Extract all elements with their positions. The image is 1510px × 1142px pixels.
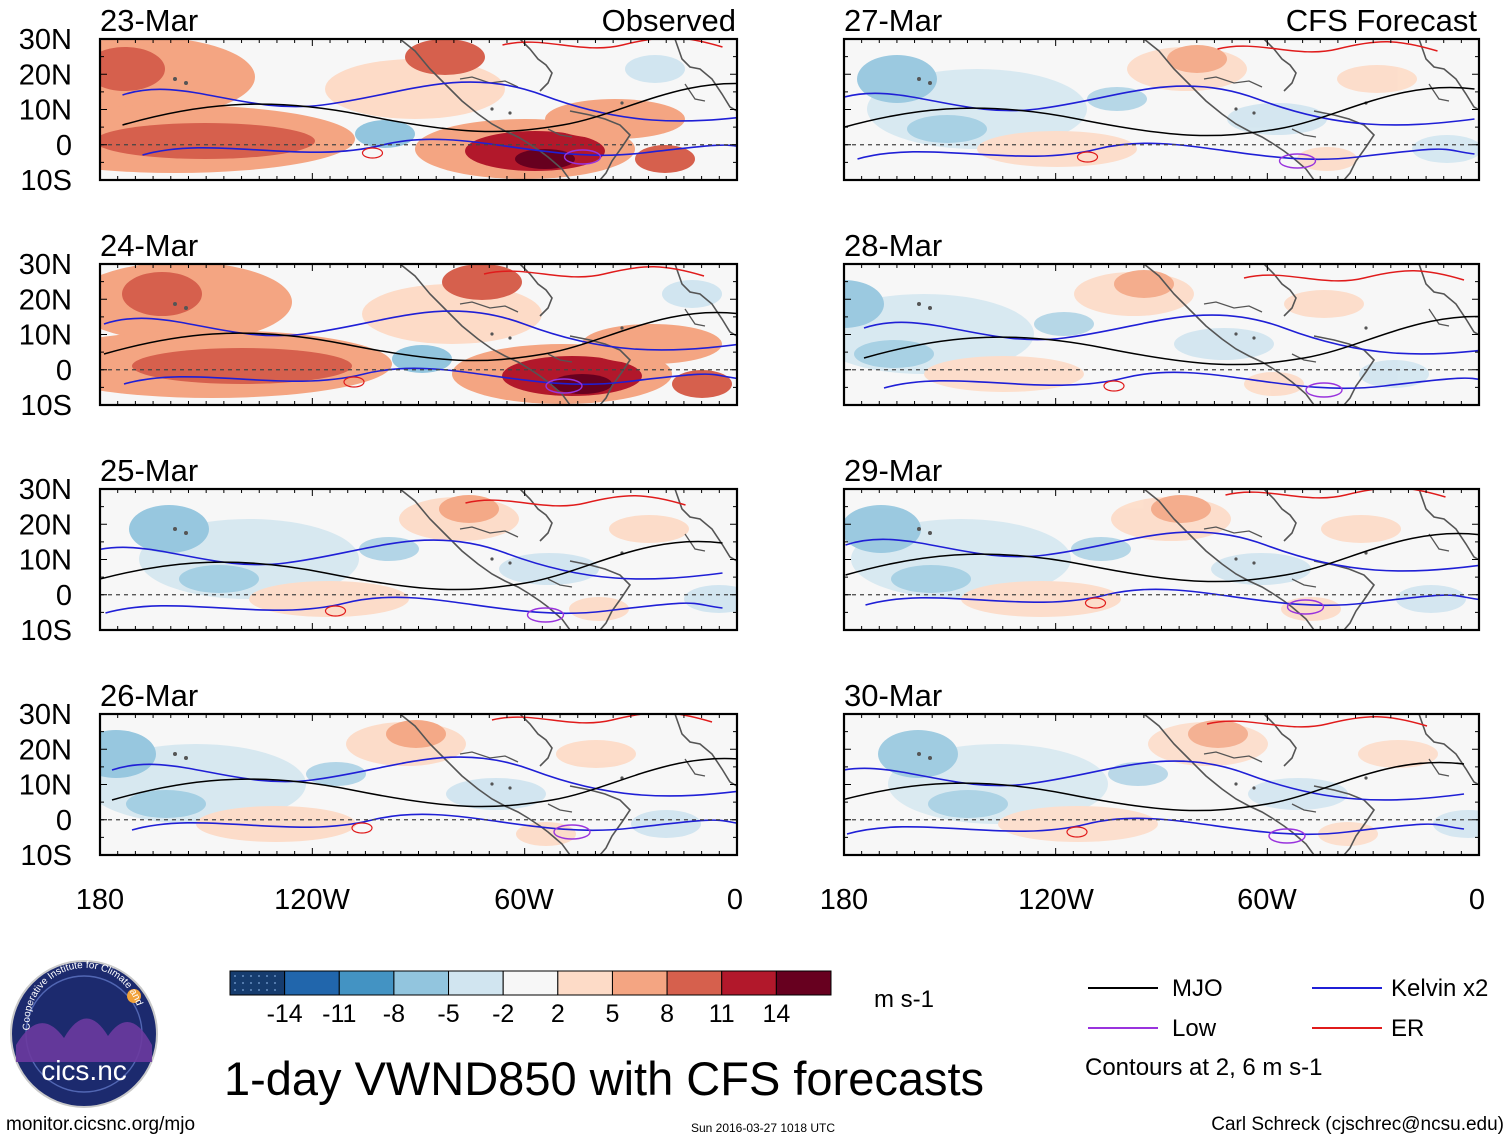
lat-label: 30N <box>19 474 72 506</box>
panel-date-label: 29-Mar <box>844 453 942 488</box>
longitude-labels-left: 180 120W 60W 0 <box>76 884 743 916</box>
colorbar-unit: m s-1 <box>874 986 934 1013</box>
left-column-label: Observed <box>602 3 736 38</box>
lon-label: 120W <box>274 884 350 916</box>
lon-label: 180 <box>76 884 124 916</box>
panel-date-label: 24-Mar <box>100 228 198 263</box>
colorbar-swatch <box>611 970 668 996</box>
panel-date-label: 30-Mar <box>844 678 942 713</box>
axis-ticks <box>99 263 738 406</box>
panel-date-label: 27-Mar <box>844 3 942 38</box>
colorbar-swatch <box>229 970 286 996</box>
colorbar-tick-label: 8 <box>660 1000 674 1028</box>
colorbar-swatch <box>338 970 395 996</box>
lon-label: 0 <box>727 884 743 916</box>
lat-label: 10S <box>20 165 72 197</box>
panel-date-label: 28-Mar <box>844 228 942 263</box>
latitude-labels: 30N20N10N010S30N20N10N010S30N20N10N010S3… <box>19 24 72 872</box>
colorbar-tick-label: -8 <box>383 1000 405 1028</box>
legend-mjo-label: MJO <box>1172 975 1223 1002</box>
longitude-labels-right: 180 120W 60W 0 <box>820 884 1485 916</box>
axis-ticks <box>99 38 738 181</box>
map-panel: 30-Mar <box>842 678 1481 857</box>
lat-label: 0 <box>56 580 72 612</box>
panel-date-label: 23-Mar <box>100 3 198 38</box>
lat-label: 10N <box>19 320 72 352</box>
colorbar-swatch <box>557 970 613 996</box>
lon-label: 60W <box>494 884 554 916</box>
colorbar-tick-label: -11 <box>322 1000 356 1028</box>
footer-website[interactable]: monitor.cicsnc.org/mjo <box>6 1114 195 1135</box>
map-panel: 24-Mar <box>98 228 739 407</box>
lat-label: 10N <box>19 95 72 127</box>
lat-label: 20N <box>19 59 72 91</box>
lat-label: 20N <box>19 284 72 316</box>
legend-er-label: ER <box>1391 1015 1424 1042</box>
axis-ticks <box>843 38 1480 181</box>
lat-label: 10S <box>20 615 72 647</box>
legend-low-label: Low <box>1172 1015 1217 1042</box>
axis-ticks <box>843 713 1480 856</box>
footer-timestamp: Sun 2016-03-27 1018 UTC <box>691 1121 835 1135</box>
lat-label: 10S <box>20 840 72 872</box>
lat-label: 30N <box>19 249 72 281</box>
colorbar-swatch <box>666 970 723 996</box>
lat-label: 10N <box>19 545 72 577</box>
colorbar: -14 -11 -8 -5 -2 2 5 8 11 14 <box>229 970 832 1028</box>
legend-note: Contours at 2, 6 m s-1 <box>1085 1054 1322 1081</box>
lat-label: 30N <box>19 699 72 731</box>
panel-grid: 23-Mar 24-Mar 25-Mar 26-Mar 27-Mar 28-Mar 29-M… <box>98 3 1481 857</box>
lon-label: 0 <box>1469 884 1485 916</box>
axis-ticks <box>99 488 738 631</box>
map-panel: 23-Mar <box>98 3 739 182</box>
colorbar-tick-label: 2 <box>551 1000 565 1028</box>
colorbar-tick-label: 5 <box>606 1000 620 1028</box>
colorbar-swatch <box>448 970 504 996</box>
logo-text: cics.nc <box>41 1055 127 1086</box>
colorbar-swatch <box>721 970 777 996</box>
lat-label: 0 <box>56 130 72 162</box>
colorbar-tick-label: -5 <box>437 1000 459 1028</box>
lat-label: 10S <box>20 390 72 422</box>
colorbar-tick-label: 14 <box>762 1000 790 1028</box>
lat-label: 10N <box>19 770 72 802</box>
lon-label: 60W <box>1237 884 1297 916</box>
lat-label: 20N <box>19 509 72 541</box>
axis-ticks <box>843 488 1480 631</box>
map-panel: 28-Mar <box>842 228 1481 407</box>
panel-date-label: 25-Mar <box>100 453 198 488</box>
lon-label: 180 <box>820 884 868 916</box>
lat-label: 0 <box>56 355 72 387</box>
legend: MJO Kelvin x2 Low ER Contours at 2, 6 m … <box>1085 975 1488 1081</box>
footer-author: Carl Schreck (cjschrec@ncsu.edu) <box>1211 1114 1504 1135</box>
axis-ticks <box>843 263 1480 406</box>
colorbar-tick-label: 11 <box>709 1000 735 1028</box>
map-panel: 25-Mar <box>98 453 739 632</box>
lat-label: 20N <box>19 734 72 766</box>
lon-label: 120W <box>1018 884 1094 916</box>
map-panel: 27-Mar <box>842 3 1481 182</box>
colorbar-swatch <box>284 970 340 996</box>
colorbar-tick-label: -2 <box>492 1000 514 1028</box>
figure-title: 1-day VWND850 with CFS forecasts <box>224 1052 984 1105</box>
colorbar-swatch <box>502 970 559 996</box>
lat-label: 30N <box>19 24 72 56</box>
panel-date-label: 26-Mar <box>100 678 198 713</box>
colorbar-tick-label: -14 <box>267 1000 303 1028</box>
legend-kelvin-label: Kelvin x2 <box>1391 975 1488 1002</box>
colorbar-swatch <box>393 970 450 996</box>
map-panel: 26-Mar <box>98 678 739 857</box>
lat-label: 0 <box>56 805 72 837</box>
axis-ticks <box>99 713 738 856</box>
right-column-label: CFS Forecast <box>1286 3 1478 38</box>
map-panel: 29-Mar <box>842 453 1481 632</box>
colorbar-swatch <box>775 970 832 996</box>
